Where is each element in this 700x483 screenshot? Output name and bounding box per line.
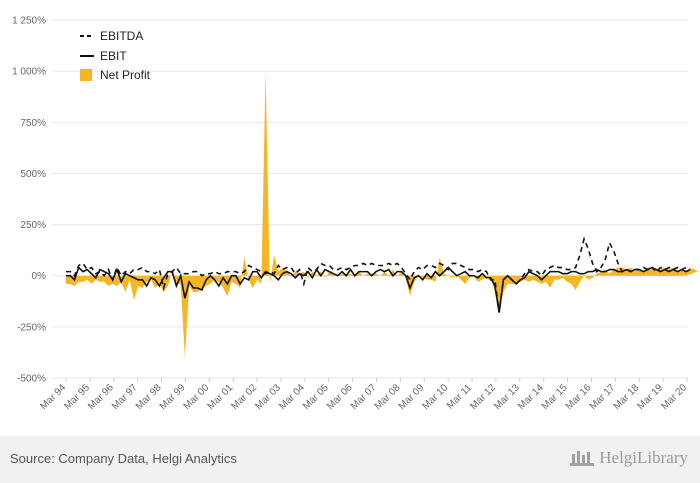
x-tick-label: Mar 13 [492, 382, 522, 412]
x-tick-label: Mar 05 [301, 382, 331, 412]
x-tick-label: Mar 04 [277, 382, 307, 412]
legend-swatch-net-profit [80, 69, 92, 81]
x-tick-label: Mar 97 [110, 382, 140, 412]
legend: EBITDA EBIT Net Profit [80, 29, 151, 82]
x-tick-label: Mar 06 [325, 382, 355, 412]
x-tick-label: Mar 16 [564, 382, 594, 412]
x-tick-label: Mar 09 [397, 382, 427, 412]
x-tick-label: Mar 99 [158, 382, 188, 412]
legend-label-net-profit: Net Profit [100, 68, 151, 82]
x-tick-label: Mar 02 [229, 382, 259, 412]
legend-item-ebit: EBIT [80, 49, 127, 63]
x-tick-label: Mar 08 [373, 382, 403, 412]
y-tick-label: 250% [20, 220, 46, 231]
x-tick-label: Mar 12 [468, 382, 498, 412]
x-tick-label: Mar 96 [86, 382, 116, 412]
x-tick-label: Mar 17 [588, 382, 618, 412]
x-tick-label: Mar 98 [134, 382, 164, 412]
legend-label-ebit: EBIT [100, 49, 127, 63]
x-tick-label: Mar 18 [612, 382, 642, 412]
y-tick-label: 0% [32, 271, 47, 282]
y-tick-label: 500% [20, 169, 46, 180]
chart-area: -500% -250% 0% 250% 500% 750% 1 000% 1 250% Mar… [12, 16, 700, 412]
legend-item-net-profit: Net Profit [80, 68, 151, 82]
x-tick-label: Mar 95 [62, 382, 92, 412]
y-tick-label: 1 000% [12, 67, 46, 78]
y-tick-label: -250% [17, 322, 46, 333]
x-tick-label: Mar 03 [253, 382, 283, 412]
library-icon [570, 451, 595, 466]
x-tick-label: Mar 00 [182, 382, 212, 412]
x-tick-label: Mar 01 [206, 382, 236, 412]
legend-label-ebitda: EBITDA [100, 29, 143, 43]
x-tick-label: Mar 94 [38, 382, 68, 412]
x-tick-label: Mar 20 [659, 382, 689, 412]
x-tick-label: Mar 14 [516, 382, 546, 412]
x-tick-label: Mar 10 [420, 382, 450, 412]
brand-logo: HelgiLibrary [569, 448, 688, 468]
x-tick-label: Mar 07 [349, 382, 379, 412]
brand-name: HelgiLibrary [599, 448, 688, 467]
x-tick-label: Mar 19 [635, 382, 665, 412]
y-tick-label: 750% [20, 118, 46, 129]
legend-item-ebitda: EBITDA [80, 29, 143, 43]
series-ebit-line [66, 266, 691, 313]
x-tick-label: Mar 15 [540, 382, 570, 412]
y-axis-ticks: -500% -250% 0% 250% 500% 750% 1 000% 1 250% [12, 16, 46, 385]
source-note: Source: Company Data, Helgi Analytics [10, 451, 237, 466]
y-tick-label: 1 250% [12, 16, 46, 27]
series-net-profit-area [66, 71, 700, 358]
y-tick-label: -500% [17, 374, 46, 385]
series-layer [66, 71, 700, 358]
footer: Source: Company Data, Helgi Analytics He… [0, 436, 700, 483]
